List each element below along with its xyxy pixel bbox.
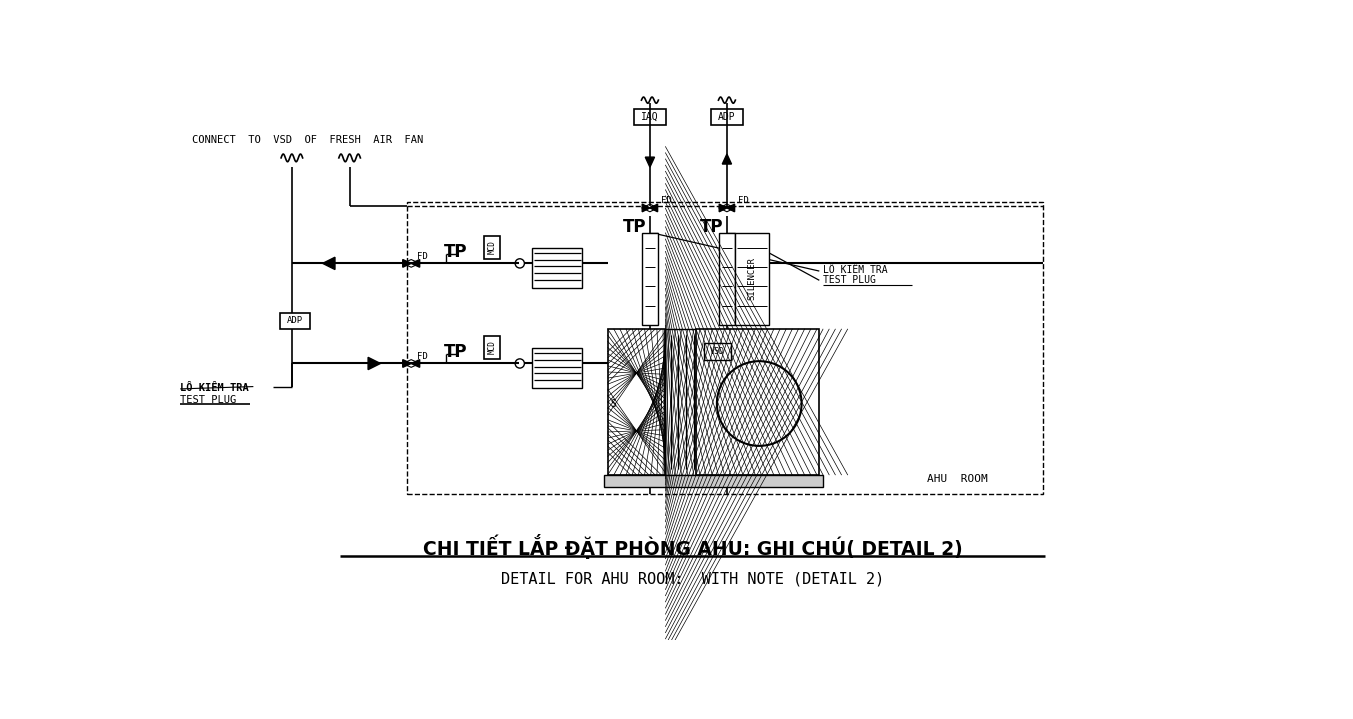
Text: LÔ KIÊM TRA: LÔ KIÊM TRA <box>180 383 249 393</box>
Text: CONNECT  TO  VSD  OF  FRESH  AIR  FAN: CONNECT TO VSD OF FRESH AIR FAN <box>192 135 423 145</box>
Bar <box>280 313 310 329</box>
Polygon shape <box>643 204 649 212</box>
Polygon shape <box>322 257 336 270</box>
Bar <box>607 329 666 475</box>
Bar <box>532 348 582 388</box>
Text: ADP: ADP <box>718 112 736 122</box>
Polygon shape <box>649 204 658 212</box>
Bar <box>735 232 770 325</box>
Text: LÔ KIÊM TRA: LÔ KIÊM TRA <box>823 265 888 275</box>
Polygon shape <box>645 157 655 167</box>
Text: S: S <box>610 398 616 408</box>
Text: SILENCER: SILENCER <box>748 257 756 301</box>
Text: TP: TP <box>444 343 468 361</box>
Bar <box>704 343 731 360</box>
Bar <box>710 109 743 125</box>
Bar <box>666 329 695 475</box>
Polygon shape <box>368 357 380 370</box>
Text: TP: TP <box>444 243 468 261</box>
Polygon shape <box>411 360 419 367</box>
Text: FD: FD <box>739 196 750 205</box>
Polygon shape <box>403 260 411 267</box>
Bar <box>484 336 499 359</box>
Bar <box>484 236 499 259</box>
Text: AHU  ROOM: AHU ROOM <box>927 474 988 484</box>
Polygon shape <box>720 204 727 212</box>
Text: FD: FD <box>417 252 428 261</box>
Bar <box>407 202 1043 495</box>
Polygon shape <box>727 204 735 212</box>
Bar <box>695 329 820 475</box>
Bar <box>643 232 658 325</box>
Text: CHI TIẾT LẮP ĐẶT PHÒNG AHU: GHI CHÚ( DETAIL 2): CHI TIẾT LẮP ĐẶT PHÒNG AHU: GHI CHÚ( DET… <box>423 534 963 559</box>
Polygon shape <box>403 360 411 367</box>
Text: TP: TP <box>622 218 647 236</box>
Bar <box>720 232 735 325</box>
Text: MCD: MCD <box>487 240 497 254</box>
Text: VSD: VSD <box>709 347 724 356</box>
Polygon shape <box>723 154 732 164</box>
Bar <box>603 475 823 487</box>
Text: FD: FD <box>662 196 672 205</box>
Polygon shape <box>411 260 419 267</box>
Text: FD: FD <box>417 352 428 361</box>
Text: ADP: ADP <box>287 316 303 325</box>
Bar <box>532 248 582 288</box>
Bar <box>633 109 666 125</box>
Text: DETAIL FOR AHU ROOM:  WITH NOTE (DETAIL 2): DETAIL FOR AHU ROOM: WITH NOTE (DETAIL 2… <box>502 572 885 587</box>
Text: TP: TP <box>700 218 724 236</box>
Text: IAQ: IAQ <box>641 112 659 122</box>
Text: MCD: MCD <box>487 340 497 354</box>
Text: TEST PLUG: TEST PLUG <box>180 395 237 405</box>
Text: TEST PLUG: TEST PLUG <box>823 275 875 285</box>
